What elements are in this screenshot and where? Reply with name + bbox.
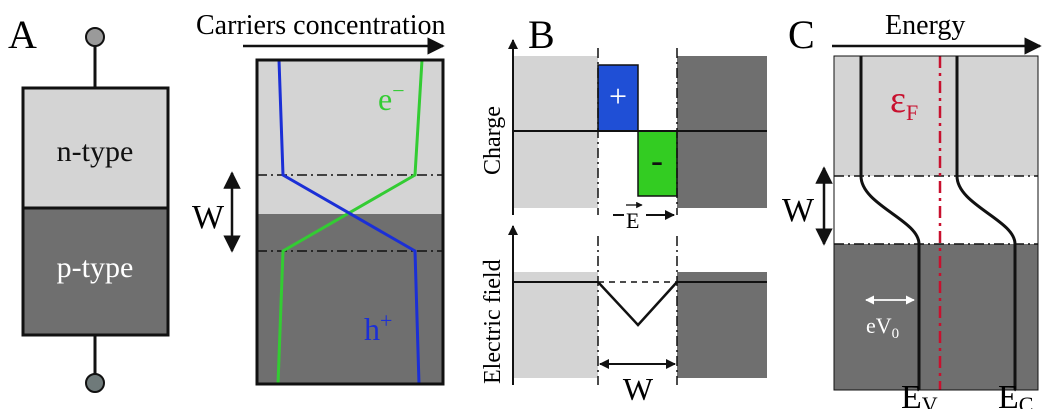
- field-vector: E: [613, 201, 675, 233]
- p-type-label: p-type: [57, 251, 134, 284]
- hole-sup: +: [380, 308, 392, 333]
- fermi-level-label: εF: [890, 79, 918, 125]
- band-n-region: [834, 56, 1038, 176]
- energy-title: Energy: [885, 10, 965, 41]
- charge-plot: + - Charge: [480, 39, 767, 215]
- plus-sign: +: [609, 78, 627, 114]
- field-axis-label: Electric field: [480, 259, 506, 384]
- ev-sub: V: [922, 392, 938, 409]
- panel-b-letter: B: [528, 12, 555, 57]
- hole-label: h+: [364, 308, 392, 347]
- field-label-background: [624, 204, 646, 230]
- width-label-c: W: [782, 192, 815, 229]
- carriers-frame: [255, 58, 445, 386]
- panel-c-letter: C: [788, 12, 815, 57]
- carriers-plot: e− h+: [255, 58, 445, 386]
- bias-sub: 0: [892, 326, 900, 342]
- electron-sup: −: [392, 78, 404, 103]
- width-label-b: W: [623, 371, 654, 407]
- band-p-region: [834, 244, 1038, 390]
- band-diagram: εF eV0: [833, 55, 1039, 391]
- carriers-p-region: [257, 214, 443, 384]
- panel-b: B + - Charge E: [480, 12, 767, 407]
- n-type-label: n-type: [57, 135, 134, 168]
- panel-a-letter: A: [8, 12, 37, 57]
- field-vector-label: E: [626, 208, 639, 233]
- minus-sign: -: [651, 140, 663, 180]
- negative-charge-block: [637, 130, 678, 197]
- ec-sub: C: [1019, 392, 1034, 409]
- band-frame: [833, 55, 1039, 391]
- bias-label: eV0: [866, 313, 899, 342]
- conduction-band-edge: [955, 56, 1017, 390]
- bottom-terminal: [85, 373, 105, 393]
- fermi-sub: F: [906, 100, 918, 125]
- carriers-n-region: [257, 60, 443, 214]
- hole-concentration-curve: [277, 59, 421, 385]
- panel-c: C Energy εF eV0 W EV EC: [782, 10, 1042, 409]
- ec-label: EC: [998, 379, 1033, 409]
- panel-a: A n-type p-type Carriers concentration e…: [8, 10, 446, 393]
- carriers-title: Carriers concentration: [196, 10, 446, 41]
- field-p-region: [677, 272, 767, 378]
- top-terminal: [85, 27, 105, 47]
- ev-label: EV: [901, 379, 938, 409]
- field-profile: [597, 281, 678, 327]
- electric-field-plot: W Electric field: [480, 225, 767, 407]
- p-type-region: [21, 206, 170, 337]
- field-n-region: [513, 272, 598, 378]
- width-label-a: W: [192, 199, 225, 236]
- charge-axis-label: Charge: [480, 106, 506, 175]
- valence-band-edge: [859, 56, 921, 390]
- device-schematic: n-type p-type: [21, 27, 170, 393]
- electron-label: e−: [378, 78, 405, 117]
